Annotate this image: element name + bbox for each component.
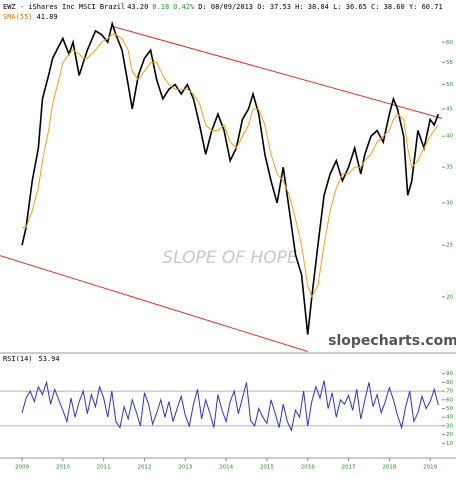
y-tick-label: 30 [446,423,453,429]
y-tick-label: 10 [446,441,453,447]
y-tick-label: 30 [446,200,453,206]
x-tick-label: 2010 [56,465,70,471]
y-tick-label: 50 [446,82,453,88]
legend-value: 41.89 [37,13,58,21]
y-tick-label: 90 [446,371,453,377]
x-tick-label: 2012 [137,465,151,471]
trendline [111,25,443,119]
source: slopecharts.com [328,333,456,349]
y-tick-label: 55 [446,60,453,66]
series-line [22,34,439,299]
x-tick-label: 2011 [97,465,111,471]
y-tick-label: 40 [446,415,453,421]
quote-change-pct: 0.42% [173,3,195,11]
x-tick-label: 2009 [15,465,29,471]
quote-change: 0.18 [152,3,169,11]
x-tick-label: 2016 [301,465,315,471]
trendline [0,255,308,353]
y-tick-label: 60 [446,397,453,403]
y-tick-label: 60 [446,40,453,46]
quote-details: D: 08/09/2013 O: 37.53 H: 38.84 L: 36.65… [198,3,442,11]
quote-last: 43.20 [127,3,148,11]
y-tick-label: 35 [446,165,453,171]
x-tick-label: 2015 [260,465,274,471]
x-tick-label: 2014 [219,465,233,471]
rsi-legend: RSI(14) 53.94 [3,355,60,363]
y-tick-label: 70 [446,389,453,395]
header: EWZ - iShares Inc MSCI Brazil 43.20 0.18 0.… [3,3,443,11]
y-tick-label: 80 [446,380,453,386]
y-tick-label: 20 [446,294,453,300]
y-tick-label: 50 [446,406,453,412]
y-tick-label: 20 [446,432,453,438]
legend-entry: SMA(55) [3,13,33,21]
y-tick-label: 40 [446,134,453,140]
y-tick-label: 25 [446,243,453,249]
x-tick-label: 2013 [178,465,192,471]
legend-value: 53.94 [39,355,60,363]
watermark: SLOPE OF HOPE [162,248,297,268]
series-line [21,380,439,432]
x-tick-label: 2017 [342,465,356,471]
x-tick-label: 2019 [423,465,437,471]
y-tick-label: 45 [446,106,453,112]
chart-title: EWZ - iShares Inc MSCI Brazil [3,3,125,11]
legend-entry: RSI(14) [3,355,33,363]
x-tick-label: 2018 [382,465,396,471]
sma-legend: SMA(55) 41.89 [3,13,58,21]
